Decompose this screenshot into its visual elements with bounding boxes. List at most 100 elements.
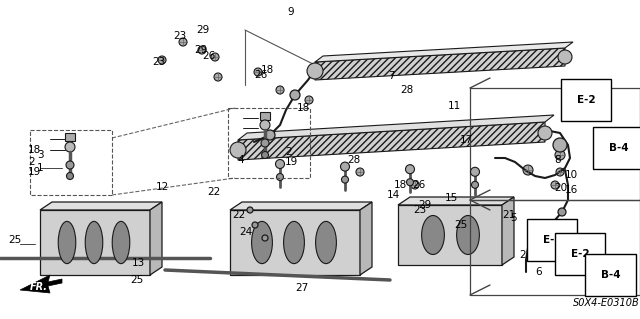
Text: 14: 14	[387, 190, 400, 200]
Text: S0X4-E0310B: S0X4-E0310B	[573, 298, 640, 308]
Polygon shape	[20, 275, 62, 293]
Text: 28: 28	[400, 85, 413, 95]
Polygon shape	[502, 197, 514, 265]
Text: 27: 27	[295, 283, 308, 293]
Circle shape	[472, 181, 479, 188]
Text: 26: 26	[254, 70, 268, 80]
Text: 18: 18	[297, 103, 310, 113]
Ellipse shape	[422, 216, 444, 255]
Circle shape	[555, 150, 565, 160]
Text: 18: 18	[28, 145, 41, 155]
Text: E-2: E-2	[577, 95, 596, 105]
Text: 11: 11	[448, 101, 461, 111]
Circle shape	[67, 173, 74, 180]
Circle shape	[276, 174, 284, 181]
Circle shape	[260, 120, 270, 130]
Text: 19: 19	[285, 157, 298, 167]
Bar	[65, 133, 75, 141]
Text: 24: 24	[239, 227, 252, 237]
Circle shape	[406, 165, 415, 174]
Text: 23: 23	[413, 205, 426, 215]
Text: 3: 3	[37, 150, 44, 160]
Polygon shape	[230, 202, 372, 210]
Circle shape	[265, 130, 275, 140]
Circle shape	[66, 161, 74, 169]
Circle shape	[252, 222, 258, 228]
Text: 21: 21	[519, 250, 532, 260]
Circle shape	[553, 138, 567, 152]
Text: 4: 4	[237, 155, 244, 165]
Text: 1: 1	[37, 163, 44, 173]
Bar	[260, 112, 270, 120]
Ellipse shape	[284, 221, 305, 263]
Polygon shape	[315, 42, 573, 62]
Text: 20: 20	[554, 183, 567, 193]
Text: 19: 19	[28, 167, 41, 177]
Text: 18: 18	[394, 180, 407, 190]
Ellipse shape	[456, 216, 479, 255]
Circle shape	[356, 168, 364, 176]
Text: 22: 22	[207, 187, 220, 197]
Circle shape	[214, 73, 222, 81]
Text: 2: 2	[285, 147, 292, 157]
Circle shape	[342, 176, 349, 183]
Circle shape	[556, 168, 564, 176]
Circle shape	[340, 162, 349, 171]
Polygon shape	[230, 210, 360, 275]
Polygon shape	[238, 122, 545, 160]
Text: 29: 29	[194, 45, 207, 55]
Text: E-2: E-2	[543, 235, 562, 245]
Ellipse shape	[112, 221, 130, 263]
Text: 29: 29	[418, 200, 431, 210]
Circle shape	[179, 38, 187, 46]
Text: 28: 28	[347, 155, 360, 165]
Circle shape	[523, 165, 533, 175]
Text: B-4: B-4	[601, 270, 621, 280]
Polygon shape	[150, 202, 162, 275]
Polygon shape	[398, 197, 514, 205]
Circle shape	[211, 53, 219, 61]
Text: 25: 25	[8, 235, 21, 245]
Circle shape	[290, 90, 300, 100]
Text: 23: 23	[530, 225, 543, 235]
Circle shape	[261, 139, 269, 147]
Ellipse shape	[252, 221, 273, 263]
Polygon shape	[238, 115, 554, 140]
Circle shape	[538, 126, 552, 140]
Text: B-4: B-4	[609, 143, 628, 153]
Ellipse shape	[58, 221, 76, 263]
Text: 8: 8	[554, 155, 561, 165]
Circle shape	[276, 86, 284, 94]
Circle shape	[411, 181, 419, 189]
Text: 7: 7	[388, 71, 395, 81]
Circle shape	[198, 46, 206, 54]
Polygon shape	[398, 205, 502, 265]
Text: 25: 25	[130, 275, 143, 285]
Circle shape	[230, 142, 246, 158]
Circle shape	[262, 152, 269, 159]
Text: FR.: FR.	[30, 282, 48, 292]
Text: 21: 21	[502, 210, 515, 220]
Text: 26: 26	[412, 180, 425, 190]
Text: 10: 10	[565, 170, 578, 180]
Ellipse shape	[316, 221, 337, 263]
Circle shape	[305, 96, 313, 104]
Circle shape	[275, 160, 285, 168]
Text: 2: 2	[28, 157, 35, 167]
Circle shape	[558, 208, 566, 216]
Text: 23: 23	[152, 57, 165, 67]
Text: 29: 29	[196, 25, 209, 35]
Text: 13: 13	[132, 258, 145, 268]
Text: 6: 6	[535, 267, 541, 277]
Polygon shape	[40, 210, 150, 275]
Circle shape	[158, 56, 166, 64]
Text: E-2: E-2	[571, 249, 589, 259]
Circle shape	[247, 207, 253, 213]
Circle shape	[262, 235, 268, 241]
Text: 23: 23	[173, 31, 186, 41]
Polygon shape	[315, 48, 565, 80]
Text: 5: 5	[510, 213, 516, 223]
Text: 26: 26	[202, 51, 215, 61]
Text: 17: 17	[460, 135, 473, 145]
Polygon shape	[40, 202, 162, 210]
